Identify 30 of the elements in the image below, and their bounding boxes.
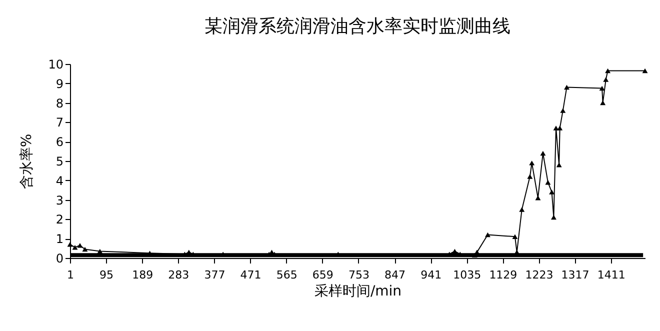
- y-tick-label: 5: [56, 154, 64, 168]
- x-tick-label: 377: [204, 268, 226, 282]
- y-tick-label: 3: [56, 193, 64, 208]
- y-tick-label: 6: [56, 135, 64, 150]
- y-tick-label: 0: [56, 252, 64, 266]
- x-tick-label: 847: [384, 268, 406, 282]
- y-tick-label: 9: [56, 76, 64, 91]
- x-axis-title: 采样时间/min: [314, 284, 402, 300]
- x-tick-label: 1: [67, 268, 74, 282]
- x-tick-label: 1411: [597, 268, 626, 282]
- x-tick-label: 283: [168, 268, 190, 282]
- x-tick-label: 1035: [453, 268, 482, 282]
- y-tick-label: 2: [56, 212, 64, 227]
- y-tick-label: 10: [48, 58, 64, 72]
- y-tick-label: 8: [56, 96, 64, 110]
- x-tick-label: 189: [132, 268, 154, 282]
- x-tick-label: 95: [100, 268, 114, 282]
- y-axis-title: 含水率%: [19, 134, 36, 190]
- x-tick-label: 1129: [489, 268, 518, 282]
- x-tick-label: 941: [420, 268, 442, 282]
- y-tick-label: 4: [56, 174, 64, 188]
- x-tick-label: 1317: [561, 268, 590, 282]
- chart-title: 某润滑系统润滑油含水率实时监测曲线: [204, 16, 510, 37]
- x-tick-label: 753: [348, 268, 370, 282]
- y-tick-label: 1: [56, 232, 64, 246]
- x-tick-label: 565: [276, 268, 298, 282]
- x-tick-label: 471: [240, 268, 262, 282]
- x-tick-label: 1223: [525, 268, 554, 282]
- x-tick-label: 659: [312, 268, 334, 282]
- y-tick-label: 7: [56, 116, 64, 130]
